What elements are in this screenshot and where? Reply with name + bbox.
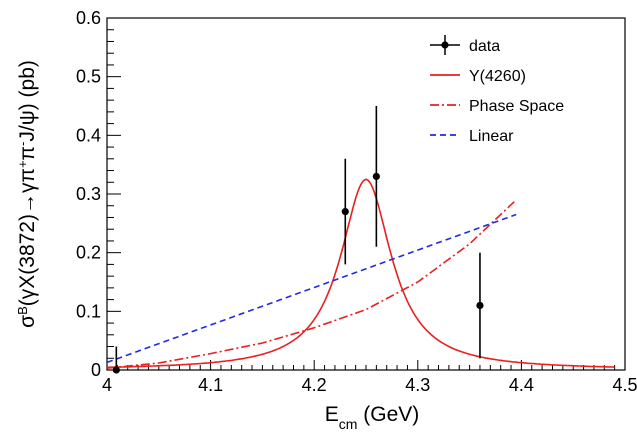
data-point [341,208,349,216]
series-curves [106,178,615,369]
x-tick-label: 4.3 [405,375,430,395]
plot-area [106,17,626,371]
y-tick-label: 0.2 [76,243,101,263]
series-y-4260-line [106,178,615,369]
x-tick-label: 4.1 [198,375,223,395]
x-tick-label: 4 [102,375,112,395]
y-tick-label: 0.4 [76,125,101,145]
legend-linear-label: Linear [469,128,514,145]
x-axis-title: Ecm (GeV) [325,403,420,432]
x-tick-label: 4.5 [612,375,637,395]
legend-phase-space-label: Phase Space [469,98,564,115]
x-tick-label: 4.2 [302,375,327,395]
plot-frame [106,17,626,371]
y-tick-label: 0.5 [76,67,101,87]
y-tick-label: 0 [91,360,101,380]
legend-data-marker [441,41,449,49]
legend: data Y(4260) Phase Space Linear [430,35,564,145]
data-point [372,172,380,180]
y-axis-title: σB(γX(3872)→γπ+π-J/ψ) (pb) [15,60,40,328]
y-tick-label: 0.1 [76,301,101,321]
series-phase-space-line [106,199,517,369]
series-data-points [112,106,484,374]
series-linear-line [106,213,517,364]
legend-y-4260-label: Y(4260) [469,68,526,85]
x-axis: 4 4.1 4.2 4.3 4.4 4.5 [102,360,637,395]
y-axis: 0 0.1 0.2 0.3 0.4 0.5 0.6 [76,8,121,380]
data-point [112,366,120,374]
y-tick-label: 0.3 [76,184,101,204]
legend-data-label: data [469,38,500,55]
x-tick-label: 4.4 [509,375,534,395]
data-point [476,301,484,310]
y-tick-label: 0.6 [76,8,101,28]
